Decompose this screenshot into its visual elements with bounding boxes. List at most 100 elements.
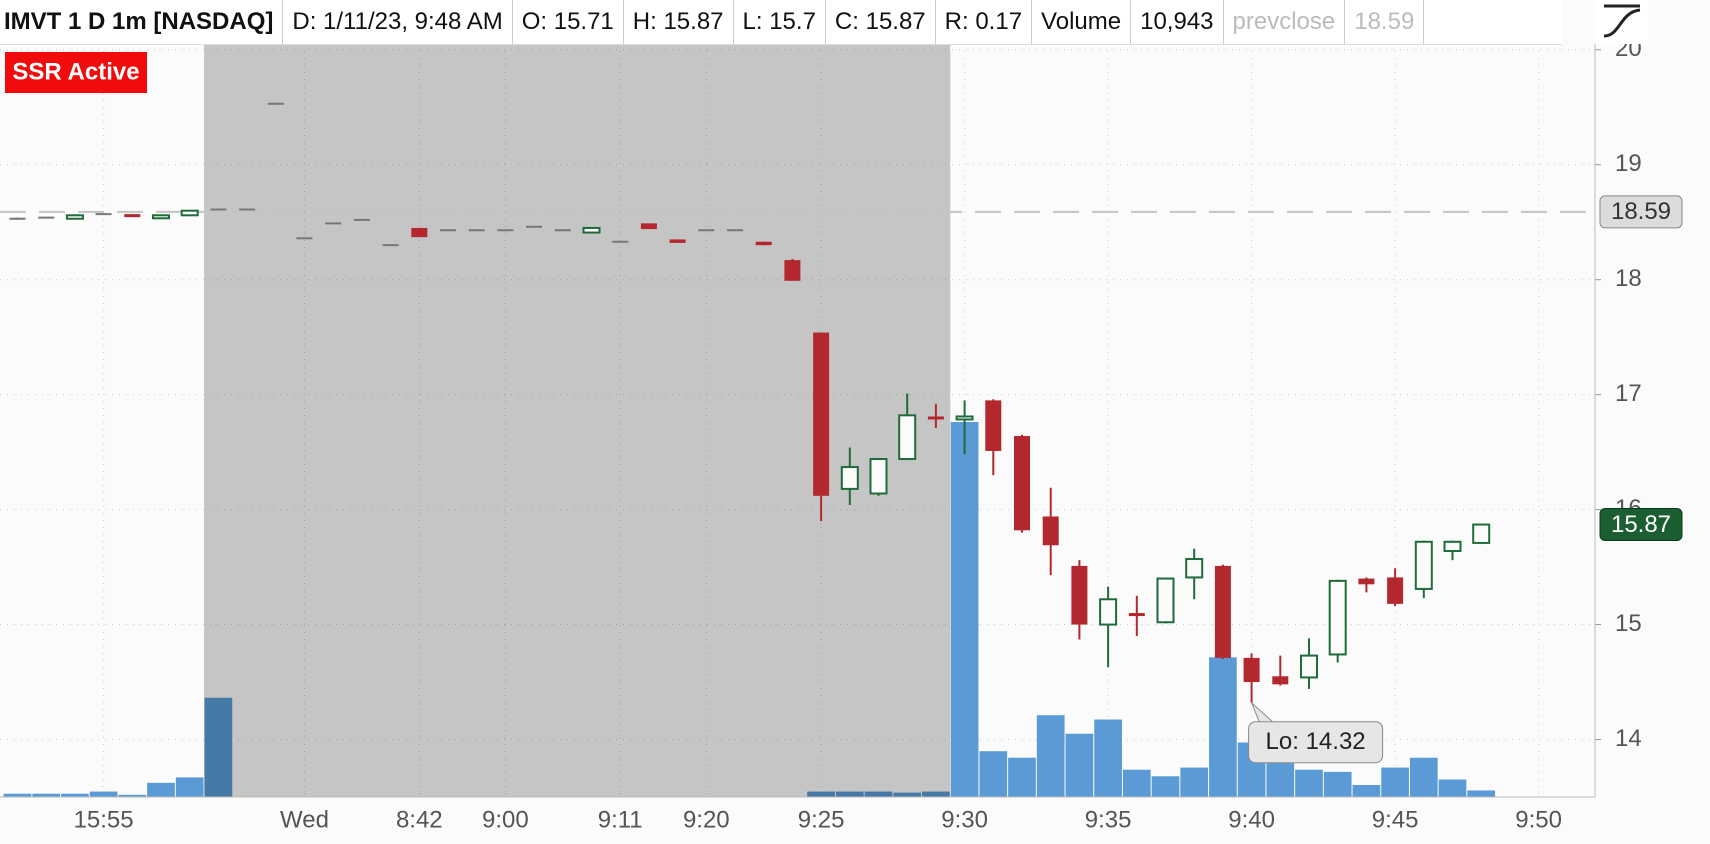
y-tick-label: 17 [1615, 380, 1642, 407]
annotation-text: Lo: 14.32 [1266, 728, 1366, 755]
candle-body [582, 226, 601, 234]
volume-bar [922, 791, 950, 797]
candle-body [1272, 676, 1289, 685]
volume-bar [175, 777, 204, 797]
candle-body [869, 458, 888, 495]
candle-body [1472, 523, 1491, 544]
plot-bg [0, 44, 1595, 797]
volume-bar [1323, 771, 1352, 797]
volume-bar [1180, 767, 1209, 797]
volume-bar [1409, 757, 1438, 797]
volume-bar [864, 791, 893, 797]
header-item: IMVT 1 D 1m [NASDAQ] [0, 0, 284, 44]
volume-bar [118, 794, 147, 797]
candle-body [411, 227, 428, 238]
volume-bar [893, 792, 922, 797]
x-tick-label: 9:35 [1085, 806, 1132, 833]
candle-body [1414, 540, 1433, 590]
x-tick-label: 9:30 [941, 806, 988, 833]
candle-body [755, 241, 772, 246]
candle-body [1300, 654, 1318, 679]
candle-body [152, 214, 170, 220]
candle-body [1099, 598, 1118, 626]
volume-bar [1122, 769, 1151, 797]
y-tick-label: 15 [1615, 610, 1642, 637]
y-tick-label: 19 [1615, 150, 1642, 177]
candle-body [1328, 579, 1347, 656]
header-item: 10,943 [1131, 0, 1224, 44]
volume-bar [1352, 784, 1381, 797]
plot: 1415161718192015:55Wed8:429:009:119:209:… [0, 35, 1683, 833]
candle-body [180, 209, 199, 217]
volume-bar [32, 793, 61, 797]
header-item: D: 1/11/23, 9:48 AM [283, 0, 513, 44]
candle-body [1071, 565, 1088, 625]
volume-bar [61, 793, 89, 797]
extended-hours-shade [204, 44, 951, 797]
candle-body [898, 414, 917, 461]
indicator-icon[interactable] [1596, 0, 1648, 44]
volume-bar [950, 422, 979, 797]
candle-body [927, 416, 944, 420]
candle-body [1042, 516, 1059, 546]
volume-bar [1094, 719, 1122, 797]
candle-body [1387, 577, 1404, 604]
x-tick-label: 9:45 [1372, 806, 1419, 833]
candle-body [1214, 565, 1231, 658]
candle-body [1443, 540, 1462, 552]
volume-bar [979, 751, 1008, 797]
prev-close-badge [1599, 195, 1683, 229]
candle-body [1156, 577, 1175, 624]
candle-body [840, 466, 859, 490]
volume-bar [1151, 776, 1180, 797]
candle-body [124, 214, 141, 218]
annotation-box [1248, 721, 1384, 764]
prev-close-label: 18.59 [1611, 198, 1671, 225]
header-item: C: 15.87 [826, 0, 936, 44]
candle-body [985, 400, 1002, 451]
ssr-badge-text: SSR Active [12, 58, 139, 85]
header-item: H: 15.87 [624, 0, 734, 44]
icon-path [1603, 4, 1641, 38]
volume-bar [204, 697, 233, 797]
header-item: L: 15.7 [734, 0, 826, 44]
x-tick-label: 9:50 [1515, 806, 1562, 833]
last-price-label: 15.87 [1611, 511, 1671, 538]
candle-body [669, 239, 686, 243]
x-tick-label: Wed [280, 806, 329, 833]
volume-bar [3, 793, 32, 797]
volume-bar [1036, 715, 1065, 797]
candle-body [1128, 613, 1145, 617]
volume-bar [1209, 657, 1237, 797]
x-tick-label: 9:20 [683, 806, 730, 833]
header-item: Volume [1032, 0, 1132, 44]
x-tick-label: 9:40 [1228, 806, 1275, 833]
candle-body [784, 260, 801, 281]
volume-bar [1295, 769, 1323, 797]
ssr-badge [5, 52, 147, 93]
x-tick-label: 9:25 [798, 806, 845, 833]
candle-body [640, 223, 657, 230]
x-tick-label: 8:42 [396, 806, 443, 833]
volume-bar [1065, 733, 1094, 797]
volume-bar [807, 791, 835, 797]
x-tick-label: 9:00 [482, 806, 529, 833]
header: IMVT 1 D 1m [NASDAQ] D: 1/11/23, 9:48 AM O… [0, 0, 1562, 45]
candle-body [65, 214, 84, 220]
volume-bar [147, 782, 175, 797]
y-tick-label: 18 [1615, 265, 1642, 292]
x-tick-label: 15:55 [74, 806, 134, 833]
header-item: O: 15.71 [513, 0, 624, 44]
candle-body [1358, 578, 1375, 585]
volume-bar [1438, 779, 1467, 797]
x-tick-label: 9:11 [598, 806, 643, 833]
candle-body [813, 332, 830, 496]
volume-bar [835, 791, 864, 797]
candle-body [955, 415, 974, 421]
last-price-badge [1599, 508, 1683, 542]
candle-body [1243, 657, 1260, 683]
header-item: R: 0.17 [936, 0, 1033, 44]
candle-body [1185, 558, 1204, 579]
